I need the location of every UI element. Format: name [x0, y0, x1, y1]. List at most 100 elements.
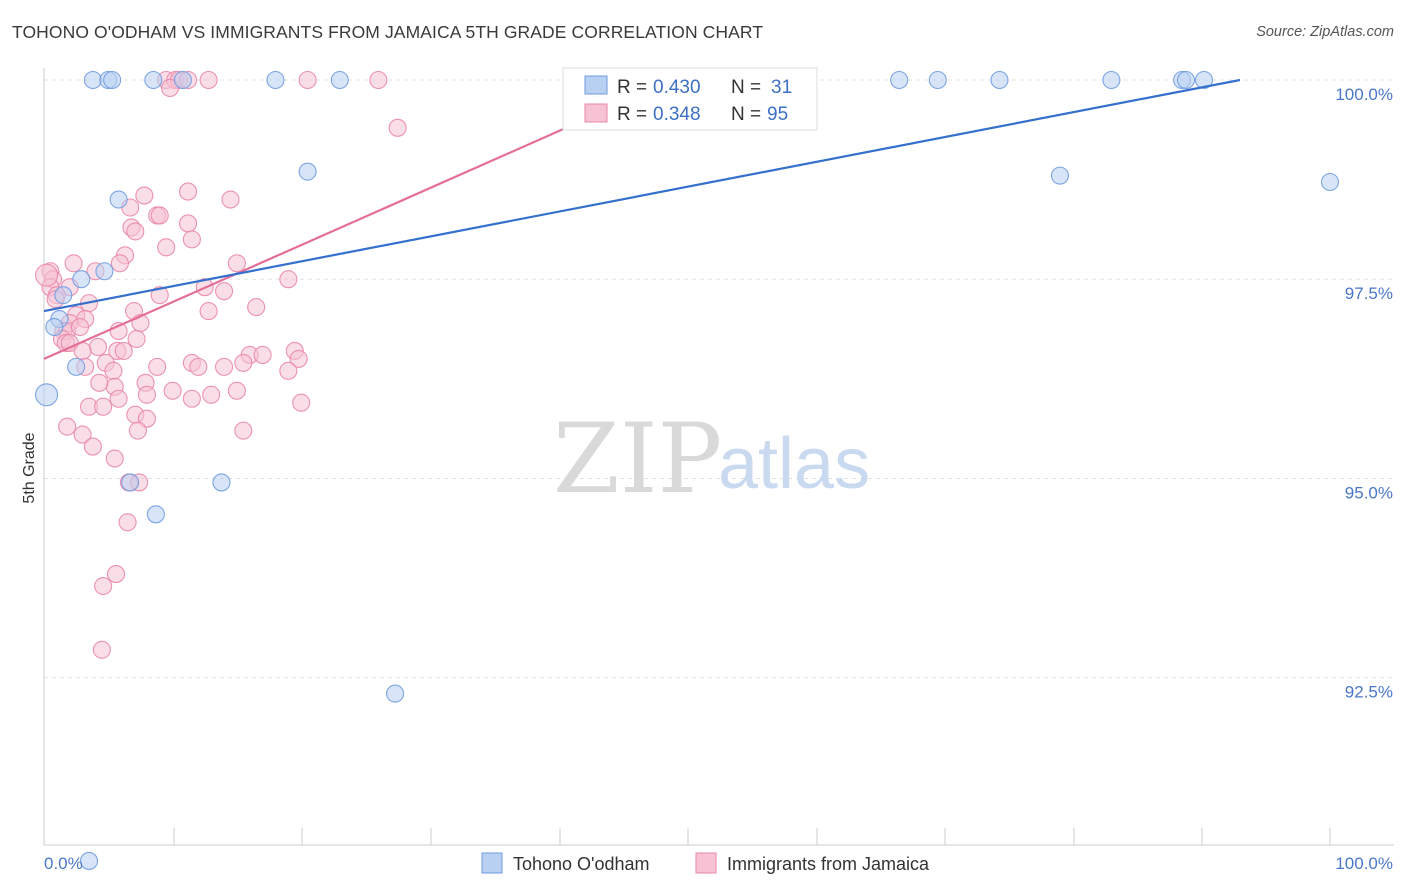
jamaica-point-53 — [114, 341, 133, 360]
legend-swatch-jamaica — [584, 103, 608, 123]
jamaica-point-21 — [110, 254, 129, 273]
jamaica-point-87 — [106, 565, 126, 584]
y-tick-label-2: 97.5% — [1345, 284, 1393, 303]
jamaica-point-77 — [137, 409, 156, 428]
tohono-point-9 — [928, 70, 947, 90]
jamaica-point-74 — [292, 393, 311, 412]
jamaica-point-35 — [247, 298, 266, 317]
bottom-legend-swatch-jamaica — [695, 852, 717, 874]
tohono-point-14 — [1194, 70, 1214, 90]
x-tick-label-0: 0.0% — [44, 854, 83, 873]
tohono-point-10 — [990, 70, 1009, 90]
tohono-point-18 — [109, 190, 128, 209]
jamaica-point-17 — [126, 222, 145, 241]
watermark-atlas: atlas — [718, 424, 870, 504]
tohono-point-13 — [1176, 70, 1196, 90]
jamaica-point-47 — [127, 329, 146, 349]
legend-r-label-tohono: R = — [617, 77, 647, 98]
legend-swatch-tohono — [584, 75, 608, 95]
jamaica-point-22 — [227, 254, 246, 273]
jamaica-point-37 — [199, 302, 218, 321]
y-axis-title: 5th Grade — [21, 432, 38, 503]
x-tick-labels: 0.0% 100.0% — [44, 854, 1393, 873]
trend-line-tohono — [43, 78, 1241, 313]
jamaica-point-91 — [137, 385, 156, 404]
tohono-point-25 — [35, 383, 59, 407]
tohono-point-8 — [890, 70, 909, 90]
tohono-point-29 — [386, 684, 405, 703]
jamaica-point-82 — [83, 437, 102, 456]
jamaica-point-81 — [73, 425, 92, 444]
x-tick-label-1: 100.0% — [1335, 854, 1393, 873]
jamaica-point-64 — [104, 361, 123, 380]
jamaica-point-65 — [214, 357, 234, 376]
correlation-legend: R = 0.430 N = 31 R = 0.348 N = 95 — [562, 67, 818, 131]
jamaica-point-26 — [279, 270, 298, 289]
jamaica-point-83 — [105, 449, 124, 468]
jamaica-point-11 — [221, 190, 240, 209]
jamaica-point-89 — [92, 640, 111, 659]
series-legend: Tohono O'odham Immigrants from Jamaica — [481, 852, 930, 874]
jamaica-point-19 — [157, 238, 176, 257]
jamaica-point-10 — [135, 186, 154, 205]
jamaica-point-31 — [214, 282, 234, 301]
jamaica-point-63 — [189, 357, 208, 376]
watermark-zip: ZIP — [553, 403, 722, 515]
series-immigrants-from-jamaica — [35, 70, 407, 659]
jamaica-point-14 — [150, 206, 169, 225]
bottom-legend-label-tohono: Tohono O'odham — [513, 854, 650, 874]
legend-r-label-jamaica: R = — [617, 104, 647, 125]
tohono-point-21 — [54, 286, 73, 305]
jamaica-point-7 — [160, 78, 180, 98]
jamaica-point-93 — [163, 381, 182, 400]
jamaica-point-50 — [88, 337, 108, 357]
jamaica-point-88 — [94, 576, 113, 596]
grid-lines — [44, 79, 1394, 679]
tohono-point-17 — [1320, 172, 1340, 192]
y-tick-label-0: 92.5% — [1345, 683, 1393, 702]
tohono-point-26 — [121, 473, 140, 492]
tohono-point-4 — [173, 70, 192, 90]
series-tohono-oodham — [35, 70, 1340, 870]
legend-n-label-tohono: N = — [731, 77, 761, 98]
tohono-point-6 — [330, 70, 349, 90]
watermark: ZIP atlas — [553, 403, 870, 515]
tohono-point-3 — [144, 70, 163, 90]
y-tick-label-1: 95.0% — [1345, 483, 1393, 502]
legend-n-label-jamaica: N = — [731, 104, 761, 125]
jamaica-point-5 — [298, 70, 317, 90]
tohono-point-2 — [103, 70, 122, 90]
jamaica-point-55 — [253, 345, 272, 364]
y-tick-label-3: 100.0% — [1335, 85, 1393, 104]
tohono-point-20 — [72, 270, 91, 289]
tohono-point-15 — [298, 162, 317, 181]
jamaica-point-75 — [94, 397, 113, 416]
jamaica-point-32 — [150, 286, 169, 305]
jamaica-point-79 — [128, 421, 147, 440]
y-tick-labels: 92.5% 95.0% 97.5% 100.0% — [1335, 85, 1393, 702]
chart-title: TOHONO O'ODHAM VS IMMIGRANTS FROM JAMAIC… — [12, 22, 764, 42]
tohono-point-19 — [95, 262, 114, 281]
tohono-point-30 — [79, 851, 99, 870]
jamaica-point-70 — [227, 381, 246, 400]
jamaica-point-8 — [388, 118, 407, 137]
source-credit: Source: ZipAtlas.com — [1256, 24, 1394, 40]
jamaica-point-15 — [178, 214, 198, 233]
jamaica-point-71 — [182, 389, 201, 408]
axes — [43, 68, 1394, 846]
jamaica-point-72 — [109, 389, 128, 408]
tohono-point-16 — [1050, 166, 1069, 185]
tohono-point-24 — [67, 357, 86, 376]
jamaica-point-78 — [58, 417, 77, 436]
jamaica-point-86 — [118, 513, 137, 532]
tohono-point-27 — [212, 473, 231, 492]
tohono-point-0 — [83, 70, 102, 90]
bottom-legend-label-jamaica: Immigrants from Jamaica — [727, 854, 930, 874]
jamaica-point-90 — [35, 263, 59, 287]
jamaica-point-4 — [199, 70, 218, 90]
jamaica-point-92 — [202, 385, 221, 404]
tohono-point-23 — [45, 317, 64, 337]
jamaica-point-58 — [234, 353, 253, 372]
bottom-legend-swatch-tohono — [481, 852, 503, 874]
